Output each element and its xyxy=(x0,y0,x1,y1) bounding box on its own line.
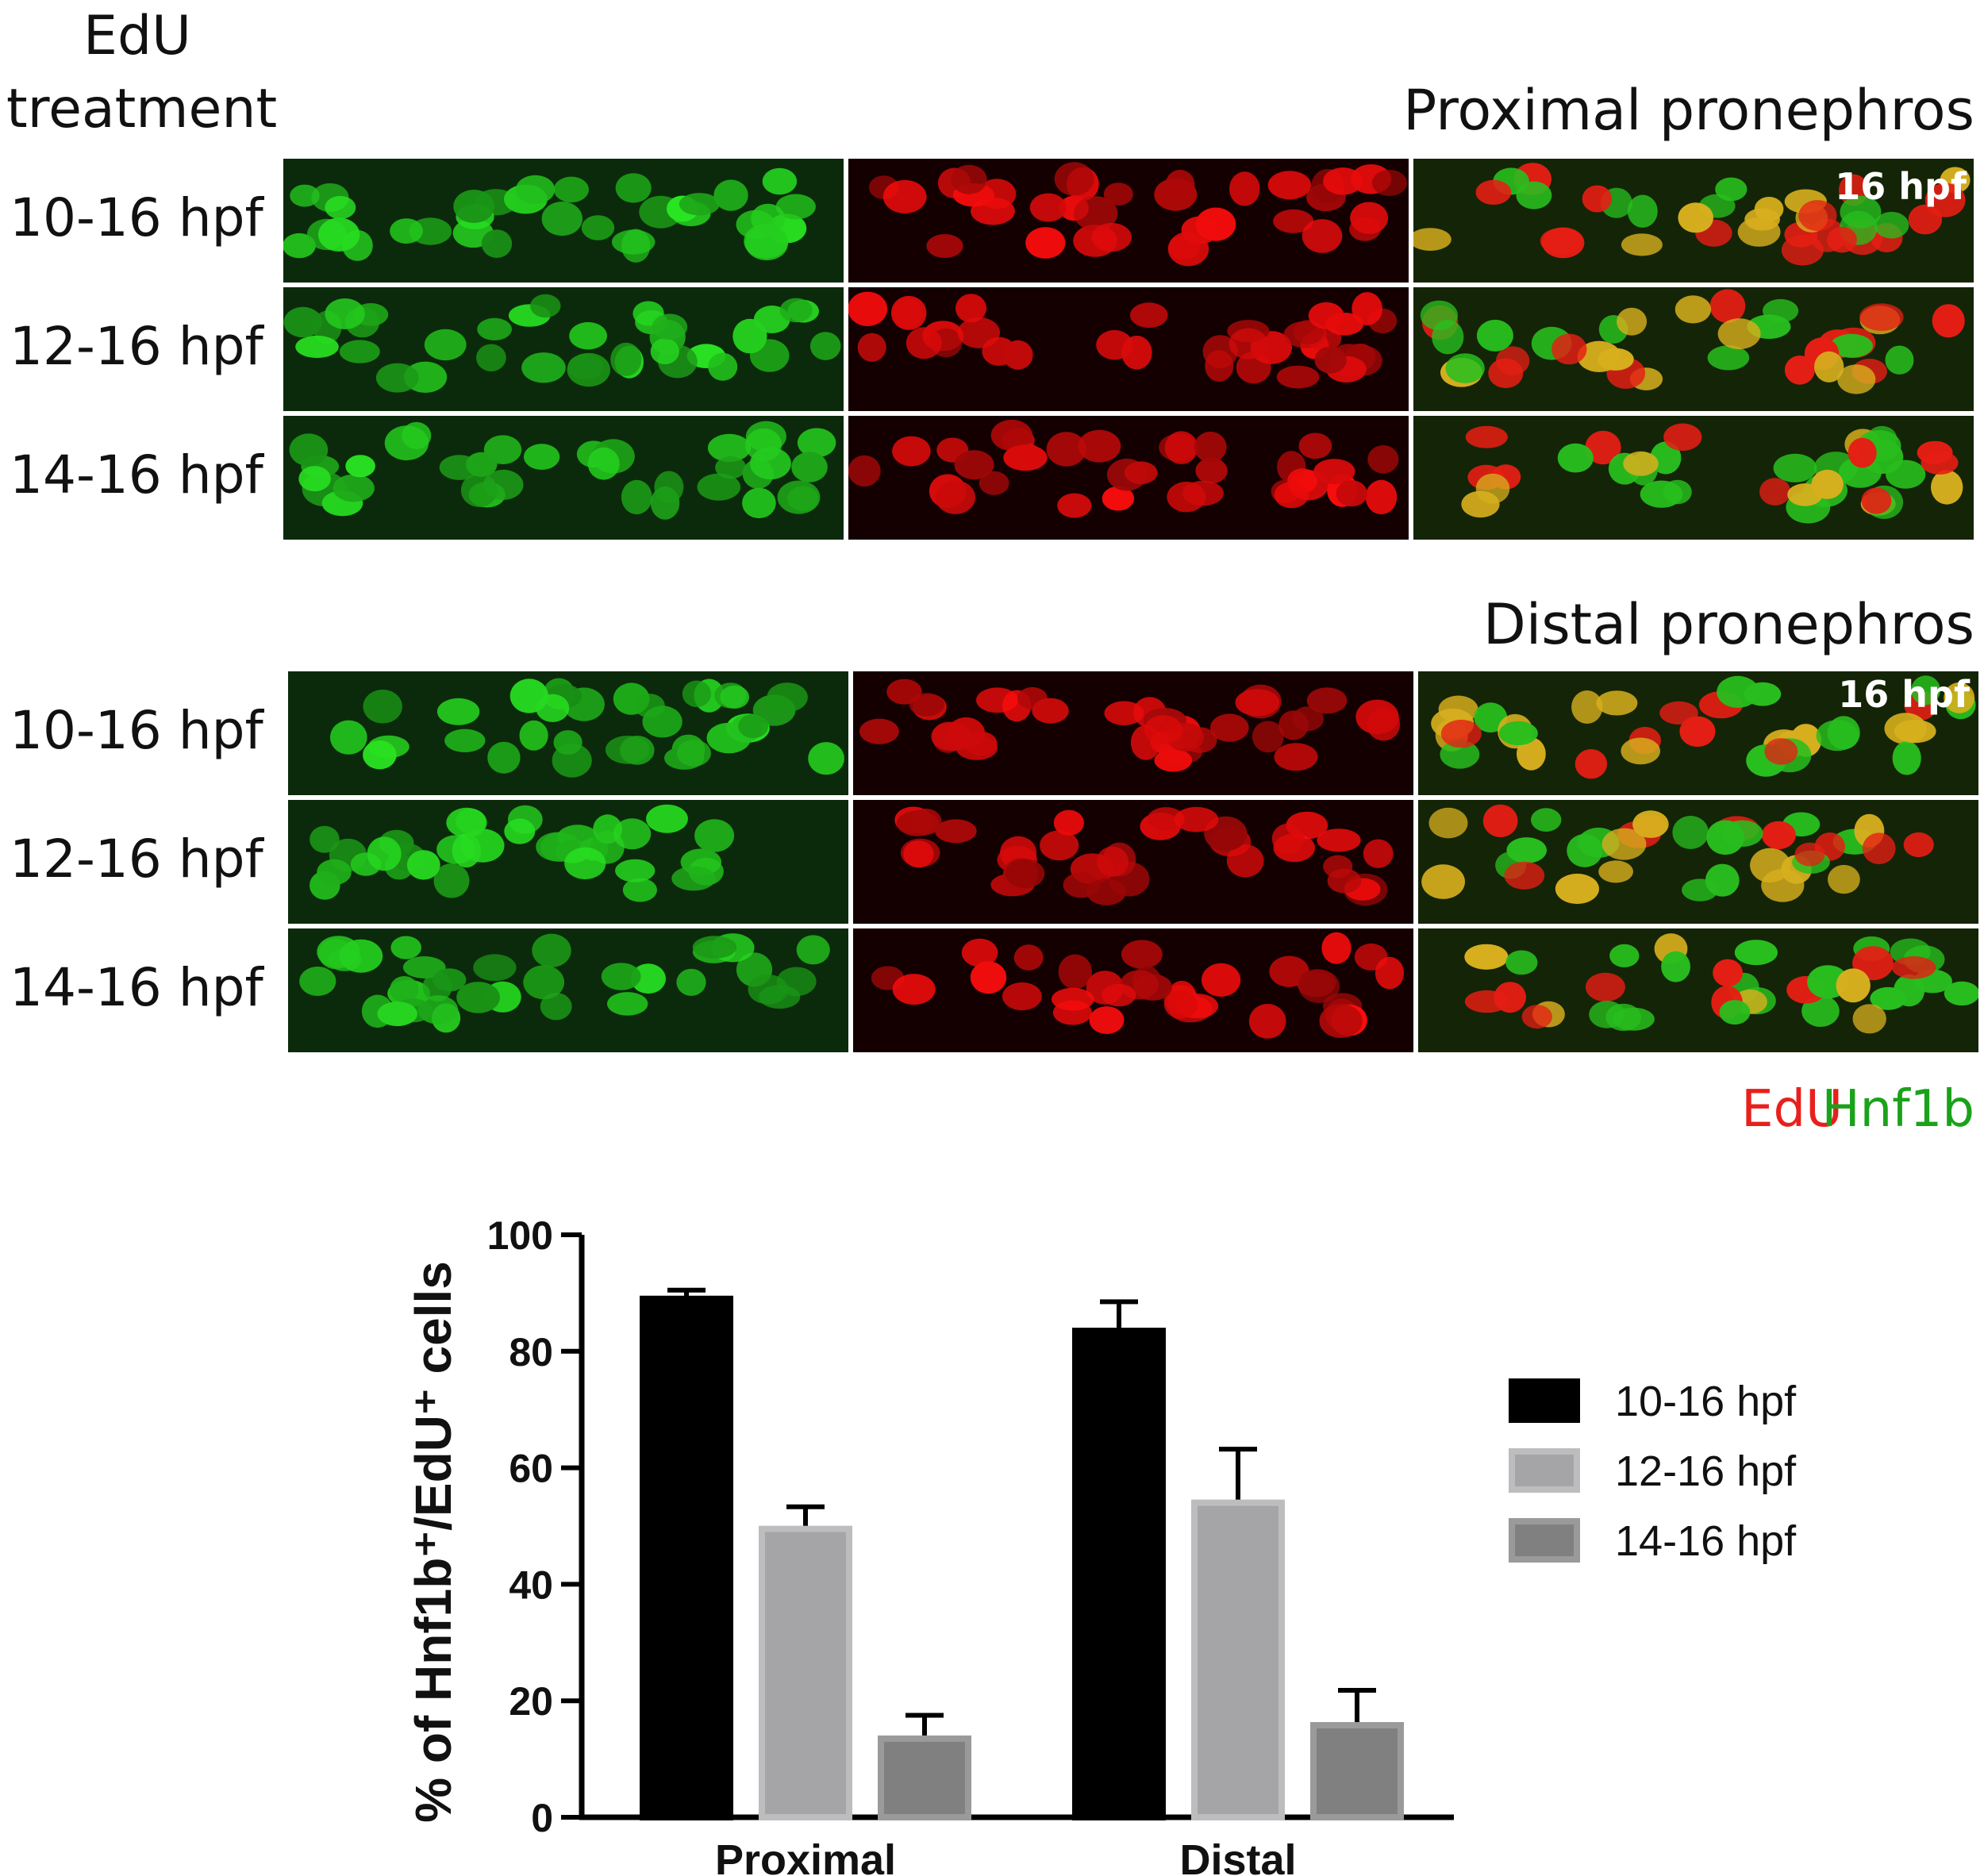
legend-label: 12-16 hpf xyxy=(1615,1447,1797,1495)
bar-distal-3 xyxy=(1310,1722,1404,1821)
bar-distal-2 xyxy=(1191,1499,1285,1820)
bar-chart: 0 20 40 60 80 100 % of Hnf1b⁺/EdU⁺ cells Proxim… xyxy=(405,1213,1797,1876)
proximal-row-label-3: 14-16 hpf xyxy=(10,444,263,506)
treatment-header-line1: EdU xyxy=(83,5,191,67)
distal-row1-edu-panel xyxy=(853,671,1413,795)
distal-row2-edu-panel xyxy=(853,800,1413,924)
proximal-row2-merge-panel xyxy=(1413,287,1974,411)
bar-proximal-2 xyxy=(759,1525,852,1820)
legend-label: 10-16 hpf xyxy=(1615,1378,1797,1425)
distal-time-badge: 16 hpf xyxy=(1838,673,1970,716)
proximal-row2-hnf1b-panel xyxy=(283,287,844,411)
bar-proximal-1 xyxy=(640,1295,733,1821)
treatment-header-line2: treatment xyxy=(6,78,278,140)
x-category-label-proximal: Proximal xyxy=(715,1836,896,1876)
distal-row3-edu-panel xyxy=(853,928,1413,1052)
proximal-time-badge: 16 hpf xyxy=(1835,165,1967,208)
legend-swatch xyxy=(1509,1518,1580,1563)
legend-label: 14-16 hpf xyxy=(1615,1517,1797,1565)
y-tick-label: 0 xyxy=(531,1796,553,1840)
y-axis-title: % of Hnf1b⁺/EdU⁺ cells xyxy=(405,1261,462,1823)
hnf1b-channel-label: Hnf1b xyxy=(1821,1080,1974,1139)
distal-row2-merge-panel xyxy=(1418,800,1978,924)
distal-row1-merge-panel xyxy=(1418,671,1978,795)
proximal-row1-merge-panel xyxy=(1413,159,1974,283)
distal-row3-hnf1b-panel xyxy=(288,928,848,1052)
y-tick-label: 20 xyxy=(509,1679,553,1724)
legend-swatch xyxy=(1509,1448,1580,1493)
proximal-row2-edu-panel xyxy=(848,287,1409,411)
bar-proximal-3 xyxy=(878,1735,971,1820)
distal-row-label-3: 14-16 hpf xyxy=(10,957,263,1018)
bar-distal-1 xyxy=(1072,1328,1166,1821)
y-tick-label: 40 xyxy=(509,1563,553,1607)
proximal-section-title: Proximal pronephros xyxy=(1403,78,1974,143)
proximal-row3-hnf1b-panel xyxy=(283,416,844,540)
y-tick-label: 80 xyxy=(509,1330,553,1374)
proximal-row1-hnf1b-panel xyxy=(283,159,844,283)
distal-row-label-2: 12-16 hpf xyxy=(10,828,263,890)
proximal-row3-merge-panel xyxy=(1413,416,1974,540)
distal-row-label-1: 10-16 hpf xyxy=(10,700,263,761)
distal-row3-merge-panel xyxy=(1418,928,1978,1052)
proximal-row3-edu-panel xyxy=(848,416,1409,540)
proximal-row1-edu-panel xyxy=(848,159,1409,283)
legend-swatch xyxy=(1509,1378,1580,1423)
y-tick-label: 100 xyxy=(487,1213,553,1258)
y-tick-label: 60 xyxy=(509,1447,553,1491)
edu-channel-label: EdU xyxy=(1741,1080,1843,1139)
distal-row1-hnf1b-panel xyxy=(288,671,848,795)
x-category-label-distal: Distal xyxy=(1179,1836,1296,1876)
proximal-row-label-2: 12-16 hpf xyxy=(10,316,263,377)
distal-section-title: Distal pronephros xyxy=(1482,592,1974,657)
proximal-row-label-1: 10-16 hpf xyxy=(10,187,263,248)
distal-row2-hnf1b-panel xyxy=(288,800,848,924)
